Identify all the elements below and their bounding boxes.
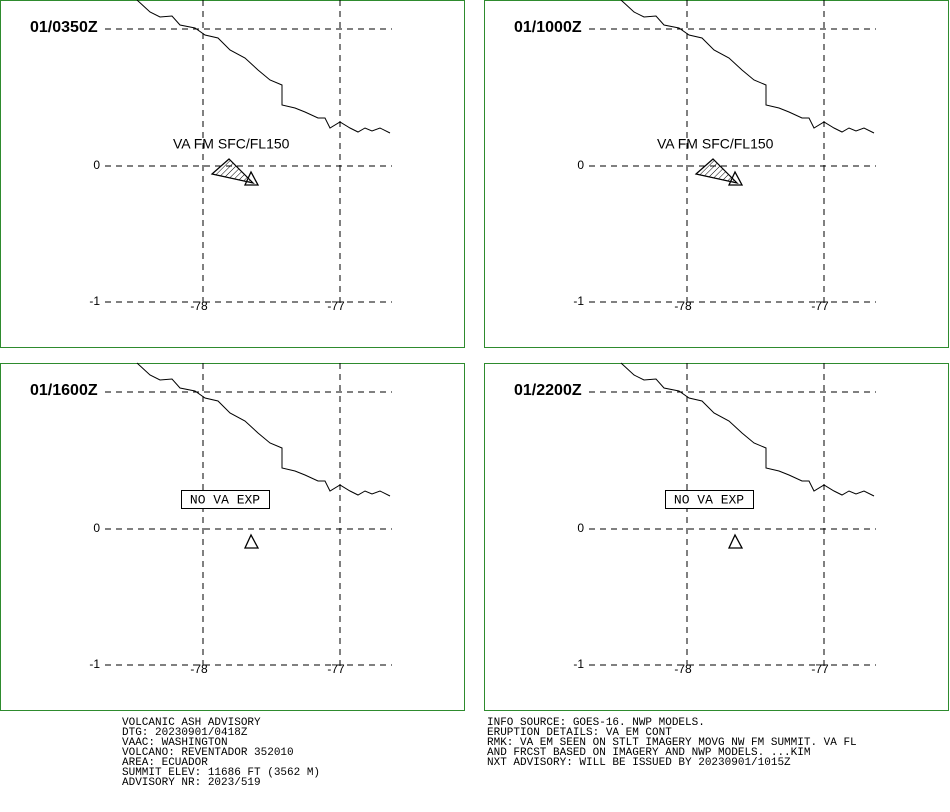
ash-area bbox=[694, 158, 739, 185]
panel-border bbox=[0, 363, 465, 711]
volcano bbox=[727, 533, 744, 549]
ash-label: VA FM SFC/FL150 bbox=[657, 136, 774, 152]
advisory-line: ADVISORY NR: 2023/519 bbox=[122, 777, 261, 789]
panel-border bbox=[484, 0, 949, 348]
lat-label: -1 bbox=[89, 294, 100, 308]
map-panel: 01/2200Z 0 -1 -78 -77 NO VA EXP bbox=[484, 362, 949, 711]
label-box bbox=[665, 490, 754, 509]
ash-label: VA FM SFC/FL150 bbox=[173, 136, 290, 152]
valid-time: 01/2200Z bbox=[514, 382, 582, 399]
lon-label: -78 bbox=[674, 662, 692, 676]
coastline bbox=[620, 362, 875, 497]
lat-label: -1 bbox=[573, 657, 584, 671]
no-ash-label: NO VA EXP bbox=[190, 492, 260, 507]
valid-time: 01/1000Z bbox=[514, 19, 582, 36]
map-panel: 01/1600Z 0 -1 -78 -77 NO VA EXP bbox=[0, 362, 465, 711]
valid-time: 01/1600Z bbox=[30, 382, 98, 399]
lat-label: -1 bbox=[573, 294, 584, 308]
advisory-line: NXT ADVISORY: WILL BE ISSUED BY 20230901… bbox=[487, 757, 791, 769]
advisory-line: AND FRCST BASED ON IMAGERY AND NWP MODEL… bbox=[487, 747, 810, 759]
lat-label: 0 bbox=[93, 521, 100, 535]
lon-label: -78 bbox=[190, 299, 208, 313]
lat-label: 0 bbox=[93, 158, 100, 172]
advisory-line: AREA: ECUADOR bbox=[122, 757, 208, 769]
advisory-line: VOLCANO: REVENTADOR 352010 bbox=[122, 747, 294, 759]
label-box bbox=[181, 490, 270, 509]
ash-area bbox=[210, 158, 255, 185]
advisory-line: SUMMIT ELEV: 11686 FT (3562 M) bbox=[122, 767, 320, 779]
panel-border bbox=[0, 0, 465, 348]
volcano bbox=[243, 170, 260, 186]
lat-label: 0 bbox=[577, 521, 584, 535]
advisory-line: RMK: VA EM SEEN ON STLT IMAGERY MOVG NW … bbox=[487, 737, 857, 749]
volcano bbox=[727, 170, 744, 186]
no-ash-label: NO VA EXP bbox=[674, 492, 744, 507]
coastline bbox=[620, 0, 875, 134]
lon-label: -77 bbox=[811, 299, 829, 313]
advisory-line: VOLCANIC ASH ADVISORY bbox=[122, 717, 261, 729]
lon-label: -77 bbox=[327, 299, 345, 313]
coastline bbox=[136, 0, 391, 134]
lon-label: -77 bbox=[811, 662, 829, 676]
advisory-line: VAAC: WASHINGTON bbox=[122, 737, 228, 749]
volcano bbox=[243, 533, 260, 549]
advisory-line: ERUPTION DETAILS: VA EM CONT bbox=[487, 727, 672, 739]
map-panel: 01/1000Z 0 -1 -78 -77 VA FM SFC/FL150 bbox=[484, 0, 949, 348]
map-panel: 01/0350Z 0 -1 -78 -77 VA FM SFC/FL150 bbox=[0, 0, 465, 348]
lat-label: 0 bbox=[577, 158, 584, 172]
lon-label: -77 bbox=[327, 662, 345, 676]
lon-label: -78 bbox=[674, 299, 692, 313]
valid-time: 01/0350Z bbox=[30, 19, 98, 36]
advisory-line: DTG: 20230901/0418Z bbox=[122, 727, 248, 739]
coastline bbox=[136, 362, 391, 497]
advisory-line: INFO SOURCE: GOES-16. NWP MODELS. bbox=[487, 717, 705, 729]
lat-label: -1 bbox=[89, 657, 100, 671]
lon-label: -78 bbox=[190, 662, 208, 676]
panel-border bbox=[484, 363, 949, 711]
